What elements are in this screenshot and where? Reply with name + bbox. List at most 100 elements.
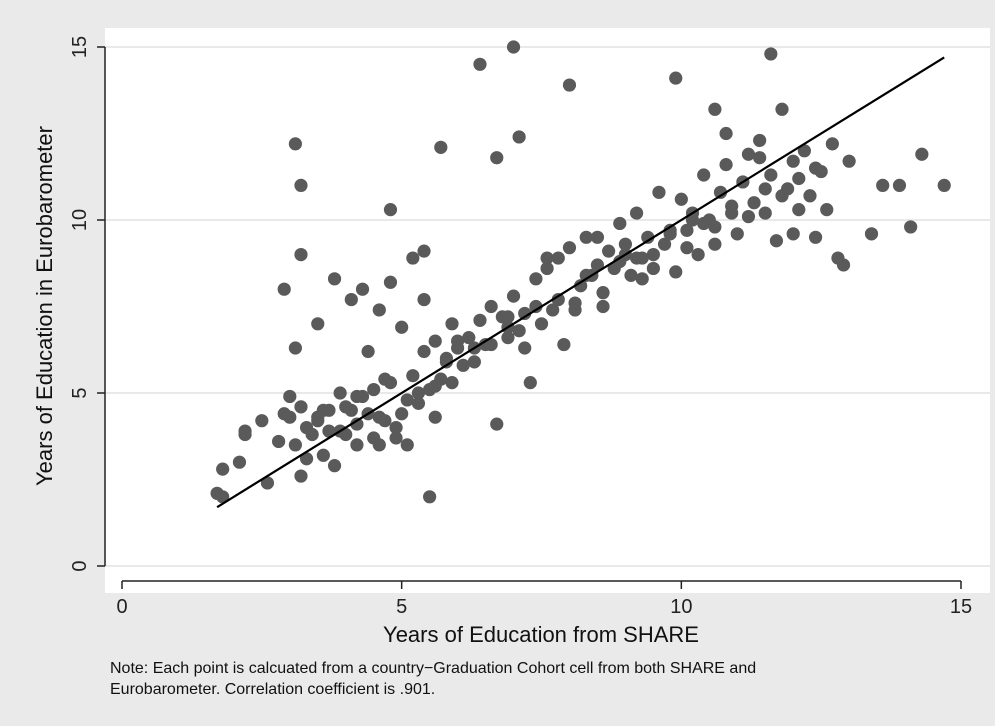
data-point [439,355,454,369]
data-point [428,379,442,393]
data-point [327,459,342,473]
data-point [534,317,549,331]
data-point [462,331,476,345]
data-point [529,272,543,286]
data-point [646,261,660,276]
data-point [629,251,644,265]
data-point [417,244,431,258]
data-point [395,320,409,334]
data-point [904,220,918,234]
data-point [260,476,275,490]
data-point [764,168,778,182]
data-point [299,452,314,466]
data-point [484,337,498,352]
y-tick-label: 10 [69,209,91,231]
data-point [367,382,381,397]
data-point [350,417,364,431]
data-point [753,151,767,165]
data-point [691,248,705,262]
note-line-2: Eurobarometer. Correlation coefficient i… [110,681,435,698]
data-point [294,248,308,262]
data-point [529,299,543,314]
data-point [613,254,627,269]
data-point [283,389,297,404]
data-point [708,220,722,234]
data-point [506,40,521,54]
data-point [372,410,386,424]
data-point [551,292,565,307]
data-point [546,303,560,317]
data-point [333,386,347,400]
data-point [803,189,817,203]
data-point [635,272,649,286]
data-point [383,275,398,289]
data-point [602,244,616,258]
data-point [445,317,459,331]
data-point [825,137,839,151]
data-point [288,438,302,452]
data-point [445,376,459,390]
data-point [383,203,398,217]
x-tick-label: 5 [396,596,407,618]
fit-line [216,56,945,509]
data-point [473,313,487,327]
data-point [305,427,319,442]
data-point [406,369,420,383]
data-point [456,358,470,372]
data-point [741,209,756,224]
data-point [725,199,739,213]
data-point [663,227,677,241]
data-point [719,158,733,172]
data-point [411,396,426,410]
data-point [316,448,330,462]
data-point [372,303,386,317]
data-point [764,47,778,61]
data-point [540,251,554,265]
data-point [876,178,890,192]
data-point [389,431,403,445]
data-point [238,427,252,442]
data-point [758,182,772,196]
data-point [294,469,308,483]
data-point [406,251,420,265]
data-point [652,185,666,199]
data-point [741,147,756,161]
data-point [864,227,879,241]
data-point [680,241,694,255]
note-line-1: Note: Each point is calcuated from a cou… [110,660,756,677]
data-point [428,334,442,348]
data-point [512,324,526,338]
data-point [428,410,442,424]
data-point [562,241,577,255]
data-point [730,227,744,241]
data-point [484,299,498,314]
data-point [674,192,688,206]
data-point [344,403,358,417]
gridlines [105,46,990,567]
data-point [590,258,605,272]
data-point [378,372,392,386]
data-point [808,161,823,175]
x-axis-title: Years of Education from SHARE [383,622,699,647]
data-point [629,206,644,220]
data-point [937,178,951,192]
data-point [836,258,851,272]
data-point [775,189,789,203]
data-point [311,414,325,428]
data-point [350,389,364,404]
data-point [797,144,811,158]
data-point [501,310,515,324]
data-point [277,282,291,296]
data-point [367,431,381,445]
data-point [288,341,302,355]
data-point [490,151,504,165]
data-point [400,438,414,452]
data-point [344,292,358,307]
y-tick-label: 5 [69,387,91,398]
data-point [473,57,487,71]
data-point [518,306,532,321]
data-point [624,268,638,282]
data-point [417,292,431,307]
